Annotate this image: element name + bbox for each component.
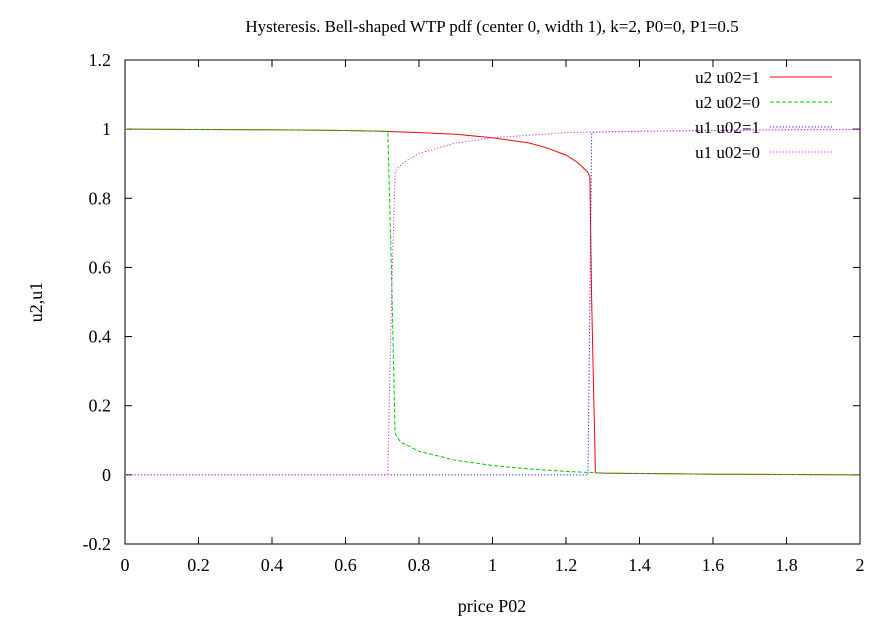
x-tick-label: 0.4	[261, 555, 284, 575]
x-tick-label: 1.4	[628, 555, 651, 575]
legend-label-2: u2 u02=0	[695, 93, 760, 112]
series-line-2	[124, 128, 861, 476]
x-tick-label: 2	[856, 555, 865, 575]
x-tick-label: 1.2	[555, 555, 578, 575]
series-lines	[124, 128, 861, 476]
y-tick-label: -0.2	[83, 534, 112, 554]
y-tick-label: 1.2	[89, 50, 112, 70]
x-tick-label: 1.6	[702, 555, 725, 575]
legend-label-1: u2 u02=1	[695, 68, 760, 87]
y-tick-label: 1	[102, 119, 111, 139]
y-tick-label: 0.4	[89, 327, 112, 347]
x-tick-label: 1.8	[775, 555, 798, 575]
legend-label-4: u1 u02=0	[695, 143, 760, 162]
x-tick-label: 1	[488, 555, 497, 575]
chart-title: Hysteresis. Bell-shaped WTP pdf (center …	[245, 17, 738, 36]
y-tick-label: 0.2	[89, 396, 112, 416]
series-line-4	[125, 129, 861, 476]
axis-ticks: 0 0.2 0.4 0.6 0.8 1 1.2 1.4 1.6 1.8 2 -0.2 0 0.2 0.4 0.…	[83, 50, 865, 575]
y-axis-label: u2,u1	[26, 282, 46, 323]
x-tick-label: 0.8	[408, 555, 431, 575]
x-tick-label: 0.6	[334, 555, 357, 575]
y-tick-label: 0.8	[89, 188, 112, 208]
x-tick-label: 0.2	[187, 555, 210, 575]
x-tick-label: 0	[121, 555, 130, 575]
y-tick-label: 0.6	[89, 257, 112, 277]
y-tick-label: 0	[102, 465, 111, 485]
x-axis-label: price P02	[458, 596, 526, 616]
series-line-3	[125, 129, 861, 476]
legend: u2 u02=1 u2 u02=0 u1 u02=1 u1 u02=0	[695, 68, 832, 162]
legend-label-3: u1 u02=1	[695, 118, 760, 137]
series-line-1	[124, 128, 861, 476]
